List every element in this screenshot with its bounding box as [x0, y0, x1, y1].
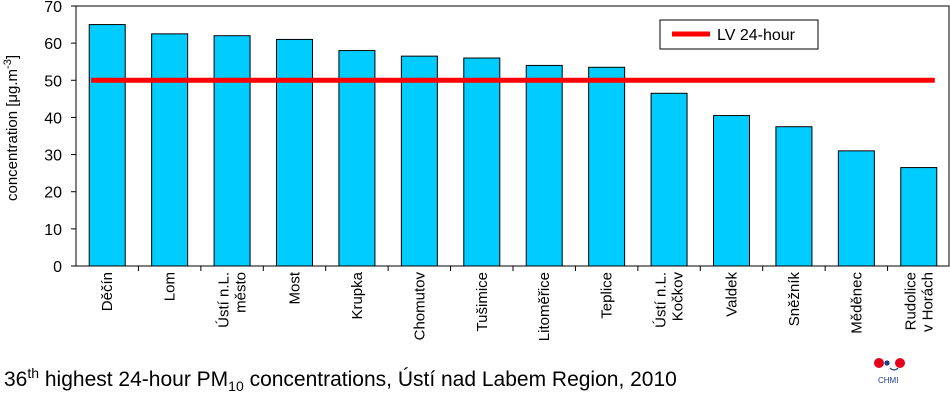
bar [837, 150, 875, 267]
y-axis-title: concentration [μg.m-3] [2, 55, 21, 201]
x-tick-label-line: Tušimice [474, 272, 491, 331]
bar [713, 115, 750, 267]
y-axis-title-sup: -3 [2, 59, 14, 69]
x-tick-label-line: Most [287, 271, 304, 304]
x-tick-label-line: Chomutov [411, 272, 428, 341]
y-axis: 0 10 20 30 40 50 60 70 [44, 0, 76, 276]
bar [775, 126, 813, 267]
x-tick-label-line: Valdek [724, 272, 741, 317]
y-tick-label: 40 [44, 110, 62, 127]
y-tick-label: 20 [44, 185, 62, 202]
x-tick-label-line: Ústí n.L. [216, 272, 233, 328]
x-tick-label-line: Teplice [599, 272, 616, 319]
bar [650, 92, 688, 267]
chart-caption: 36th highest 24-hour PM10 concentrations… [4, 365, 677, 395]
bar [400, 55, 438, 267]
x-tick-label-line: Sněžník [786, 272, 803, 327]
x-tick-label: Rudolicev Horách [902, 272, 936, 332]
x-tick-label: Most [287, 271, 304, 304]
x-tick-label-line: v Horách [919, 272, 936, 332]
x-tick-label: Tušimice [474, 272, 491, 331]
bar [588, 66, 626, 267]
x-tick-label: Teplice [599, 272, 616, 319]
x-tick-label: Ústí n.L.Kočkov [653, 272, 687, 328]
bar [88, 24, 126, 267]
y-axis-title-main: concentration [μg.m [4, 69, 21, 201]
caption-ordinal: 36 [4, 368, 28, 391]
x-tick-label: Litoměřice [536, 272, 553, 341]
x-tick-label-line: Měděnec [848, 272, 865, 334]
x-tick-label: Krupka [349, 271, 366, 319]
chmi-logo-icon [874, 358, 905, 371]
x-tick-label-line: Ústí n.L. [653, 272, 670, 328]
x-tick-label: Sněžník [786, 272, 803, 327]
x-tick-label-line: Litoměřice [536, 272, 553, 341]
x-tick-label-line: Děčín [99, 272, 116, 311]
bar [213, 35, 251, 267]
y-tick-label: 60 [44, 36, 62, 53]
x-tick-label-line: Krupka [349, 271, 366, 319]
caption-rest: concentrations, Ústí nad Labem Region, 2… [243, 368, 677, 391]
caption-main: highest 24-hour PM [39, 368, 229, 391]
x-axis: Děčín Lom Ústí n.L.město Most Krupka Chomutov… [99, 266, 936, 341]
x-tick-label: Ústí n.L.město [216, 272, 250, 328]
bar [900, 167, 938, 267]
bar [338, 50, 376, 267]
bar [463, 57, 501, 267]
y-tick-label: 10 [44, 222, 62, 239]
legend: LV 24-hour [659, 19, 819, 50]
bar [276, 38, 313, 267]
x-tick-label: Valdek [724, 272, 741, 317]
legend-label: LV 24-hour [717, 27, 796, 44]
x-tick-label: Děčín [99, 272, 116, 311]
x-tick-label-line: Rudolice [902, 272, 919, 330]
bars [88, 24, 938, 267]
x-tick-label: Chomutov [411, 272, 428, 341]
y-tick-label: 30 [44, 148, 62, 165]
bar [151, 33, 189, 267]
y-tick-label: 70 [44, 0, 62, 16]
y-axis-title-end: ] [4, 55, 21, 59]
x-tick-label-line: město [233, 272, 250, 313]
x-tick-label-line: Kočkov [670, 272, 687, 322]
y-tick-label: 50 [44, 73, 62, 90]
x-tick-label: Měděnec [848, 272, 865, 334]
chmi-logo-text: CHMI [878, 376, 899, 385]
x-tick-label-line: Lom [162, 272, 179, 301]
caption-subscript: 10 [228, 378, 244, 395]
y-tick-label: 0 [53, 259, 62, 276]
bar [525, 64, 563, 267]
x-tick-label: Lom [162, 272, 179, 301]
caption-ordinal-suffix: th [27, 365, 40, 381]
